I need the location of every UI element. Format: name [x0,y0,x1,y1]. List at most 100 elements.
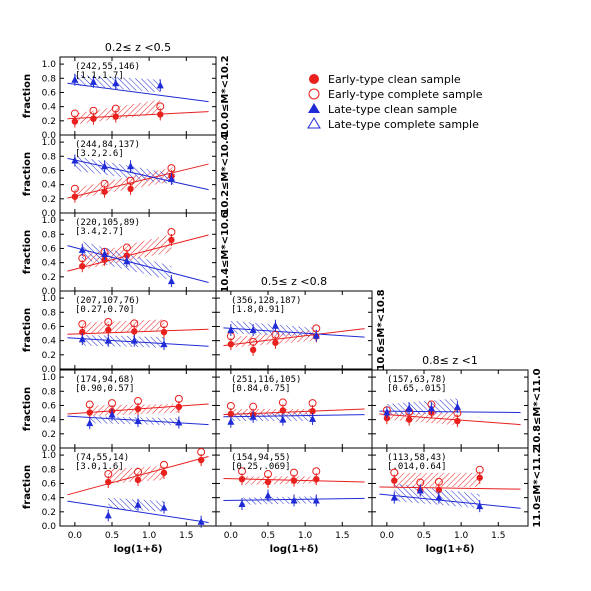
panel-c0-r1: 0.0 0.2 0.4 0.6 0.8 1.0 fraction (244,84,137)[3… [22,134,217,219]
early-point [227,340,235,348]
early-point [238,476,246,483]
panel-counts: (356,128,187) [231,296,301,306]
late-hatch-band [89,416,179,426]
panel-counts: (157,63,78) [387,375,447,385]
y-tick-label: 0.8 [42,387,57,397]
late-point [134,417,142,425]
early-complete-point [264,470,272,479]
panel-slopes: [3.2,2.6] [75,149,124,159]
late-point [405,404,413,412]
late-point [71,75,79,83]
late-point [104,336,112,344]
early-fit-line [67,163,209,199]
early-complete-point [89,106,98,115]
y-tick-label: 0.6 [42,166,57,176]
panel-slopes: [0.84,0.75] [231,384,291,394]
panel-frame [215,290,373,370]
early-point [279,407,287,414]
late-point [78,245,86,253]
panel-frame [371,447,529,527]
legend-marker-late-clean [308,103,320,113]
x-tick-label: 1.5 [491,531,505,541]
early-point [79,262,86,270]
y-tick-label: 1.0 [42,451,57,461]
late-point [89,77,97,85]
early-point [134,476,142,484]
late-point [197,517,205,525]
early-hatch-band [394,472,480,487]
late-point [264,491,272,499]
early-point [435,486,443,494]
x-tick-label: 0.5 [417,531,431,541]
early-complete-point [226,401,235,410]
early-complete-point [108,399,116,408]
late-fit-line [67,337,209,347]
late-hatch-band [74,156,176,185]
panel-c2-r5: (113,58,43)[.014,0.64] [371,447,529,527]
panel-slopes: [1.8,0.91] [231,305,285,315]
panel-c0-r2: 0.0 0.2 0.4 0.6 0.8 1.0 fraction (220,105,89)[3… [22,212,217,297]
early-complete-point [278,398,287,407]
early-complete-point [160,320,168,329]
late-point [249,326,257,333]
late-point [134,500,142,508]
early-complete-point [85,400,94,409]
late-fit-line [67,500,209,523]
early-point [227,410,235,418]
early-complete-point [134,467,142,476]
early-complete-point [167,227,176,236]
late-point [101,250,109,258]
y-tick-label: 0.8 [42,465,57,475]
legend-label-late-complete: Late-type complete sample [328,118,479,131]
late-point [383,408,391,416]
panel-slopes: [0.27,0.70] [75,305,135,315]
early-point [160,328,168,336]
late-fit-line [67,245,209,283]
late-point [71,156,79,164]
late-point [453,402,461,410]
panel-counts: (154,94,55) [231,453,291,463]
early-complete-point [475,465,484,474]
late-point [108,410,116,418]
x-tick-label: 1.0 [298,531,313,541]
panel-counts: (244,84,137) [75,140,140,150]
late-point [160,340,168,348]
late-point [271,321,279,329]
panel-slopes: [0.25,.069] [231,462,291,472]
column-title: 0.8≤ z <1 [422,354,478,367]
y-tick-label: 0.4 [42,259,57,269]
x-tick-label: 1.5 [335,531,349,541]
y-tick-label: 0.2 [42,117,56,127]
late-point [238,500,246,508]
early-complete-point [160,460,168,469]
panel-grid: 0.00.20.40.60.81.0fraction(242,55,146)[1… [22,41,543,555]
early-complete-point [390,468,399,477]
early-hatch-band [89,404,179,417]
early-point [309,407,316,415]
late-point [390,493,398,501]
early-complete-point [249,337,258,346]
legend-label-late-clean: Late-type clean sample [328,103,457,116]
early-fit-line [223,328,365,347]
early-complete-point [111,104,120,113]
mass-range-label: 10.4≤M*<10.6 [220,211,231,292]
early-complete-point [167,164,176,173]
early-complete-point [130,319,139,328]
early-complete-point [308,399,317,408]
early-point [105,326,112,334]
late-point [78,335,86,343]
panel-slopes: [0.90,0.57] [75,384,135,394]
early-point [101,188,108,195]
y-tick-label: 1.0 [42,216,57,226]
panel-slopes: [3.0,1.6] [75,462,124,472]
early-point [405,416,413,423]
y-tick-label: 0.2 [42,430,56,440]
legend: Early-type clean sample Early-type compl… [307,73,483,131]
x-tick-label: 0.5 [105,531,119,541]
early-fit-line [67,234,209,272]
y-tick-label: 0.2 [42,508,56,518]
panel-counts: (113,58,43) [387,453,447,463]
panel-c0-r5: 0.0 0.2 0.4 0.6 0.8 1.0 fraction (74,55,14)[3.0… [22,447,217,532]
late-point [227,326,235,333]
